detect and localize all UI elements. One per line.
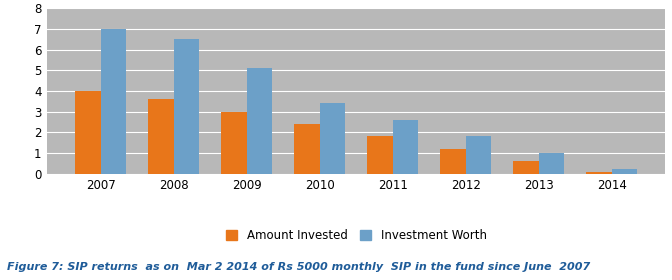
Bar: [75, 91, 101, 174]
Bar: [466, 136, 491, 174]
Bar: [513, 161, 539, 174]
Bar: [173, 39, 199, 174]
Bar: [320, 103, 345, 174]
Bar: [221, 112, 247, 174]
Bar: [367, 136, 392, 174]
Bar: [539, 153, 564, 174]
Bar: [392, 120, 418, 174]
Bar: [247, 68, 272, 174]
Bar: [101, 29, 126, 174]
Legend: Amount Invested, Investment Worth: Amount Invested, Investment Worth: [222, 226, 491, 246]
Bar: [612, 169, 637, 174]
Bar: [148, 99, 173, 174]
Text: Figure 7: SIP returns  as on  Mar 2 2014 of Rs 5000 monthly  SIP in the fund sin: Figure 7: SIP returns as on Mar 2 2014 o…: [7, 262, 590, 272]
Bar: [294, 124, 320, 174]
Bar: [440, 149, 466, 174]
Bar: [586, 172, 612, 174]
